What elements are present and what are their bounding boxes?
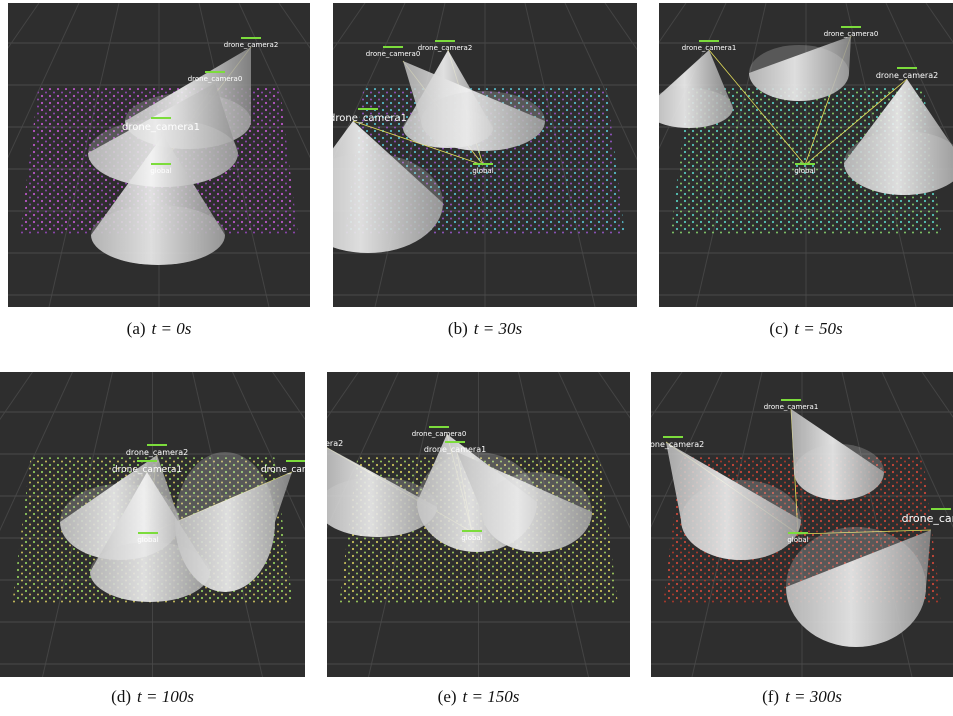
subcaption: (e) t = 150s bbox=[438, 687, 520, 706]
frame-label: drone_camera2 bbox=[642, 440, 704, 449]
frame-label: drone_camera0 bbox=[412, 430, 467, 438]
subcaption: (c) t = 50s bbox=[769, 319, 843, 338]
figure: drone_camera2drone_camera0drone_camera1g… bbox=[0, 0, 953, 716]
cone-base bbox=[786, 527, 926, 647]
frame-label: drone_camera0 bbox=[824, 30, 879, 38]
subfigure-label: (b) bbox=[448, 319, 468, 338]
frame-label: drone_camera2 bbox=[876, 71, 938, 80]
subfigure-label: (a) bbox=[127, 319, 146, 338]
subfigure-label: (c) bbox=[769, 319, 788, 338]
frame-label: drone_camera1 bbox=[682, 44, 737, 52]
frame-label: global bbox=[150, 167, 171, 175]
frame-label: drone_camera bbox=[902, 512, 953, 525]
frame-label: drone_camera2 bbox=[224, 41, 279, 49]
frame-label: drone_camera2 bbox=[126, 448, 188, 457]
cone-base bbox=[794, 444, 884, 500]
frame-label: global bbox=[787, 536, 808, 544]
frame-label: drone_camera2 bbox=[418, 44, 473, 52]
cone-base bbox=[482, 472, 592, 552]
cone-base bbox=[749, 45, 849, 101]
frame-label: global bbox=[137, 536, 158, 544]
frame-label: global bbox=[472, 167, 493, 175]
frame-label: drone_camera0 bbox=[188, 75, 243, 83]
subfigure-label: (f) bbox=[762, 687, 779, 706]
subfigure-caption: t = 0s bbox=[152, 319, 192, 338]
subfigure-caption: t = 300s bbox=[785, 687, 842, 706]
cone-base bbox=[293, 153, 443, 253]
frame-label: drone_camera1 bbox=[329, 113, 407, 124]
cone-base bbox=[421, 91, 545, 151]
frame-label: drone_camera1 bbox=[424, 445, 486, 454]
cone-base bbox=[91, 205, 225, 265]
cone-base bbox=[681, 480, 801, 560]
frame-label: global bbox=[794, 167, 815, 175]
frame-label: drone_camera0 bbox=[366, 50, 421, 58]
frame-label: drone_camera0 bbox=[261, 465, 331, 475]
frame-label: drone_camera1 bbox=[122, 122, 200, 133]
frame-label: drone_camera1 bbox=[764, 403, 819, 411]
subfigure-label: (e) bbox=[438, 687, 457, 706]
frame-label: drone_camera1 bbox=[112, 465, 182, 475]
subfigure-caption: t = 100s bbox=[137, 687, 194, 706]
subfigure-caption: t = 50s bbox=[794, 319, 843, 338]
frame-label: global bbox=[461, 534, 482, 542]
subcaption: (b) t = 30s bbox=[448, 319, 523, 338]
subfigure-caption: t = 150s bbox=[463, 687, 520, 706]
subfigure-label: (d) bbox=[111, 687, 131, 706]
subcaption: (d) t = 100s bbox=[111, 687, 194, 706]
subcaption: (a) t = 0s bbox=[127, 319, 192, 338]
subfigure-caption: t = 30s bbox=[474, 319, 523, 338]
subcaption: (f) t = 300s bbox=[762, 687, 842, 706]
cone-base bbox=[645, 88, 733, 128]
